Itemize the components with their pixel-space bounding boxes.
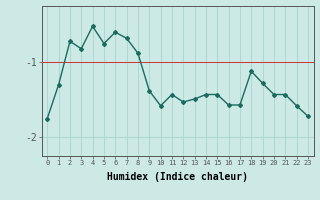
X-axis label: Humidex (Indice chaleur): Humidex (Indice chaleur) — [107, 172, 248, 182]
